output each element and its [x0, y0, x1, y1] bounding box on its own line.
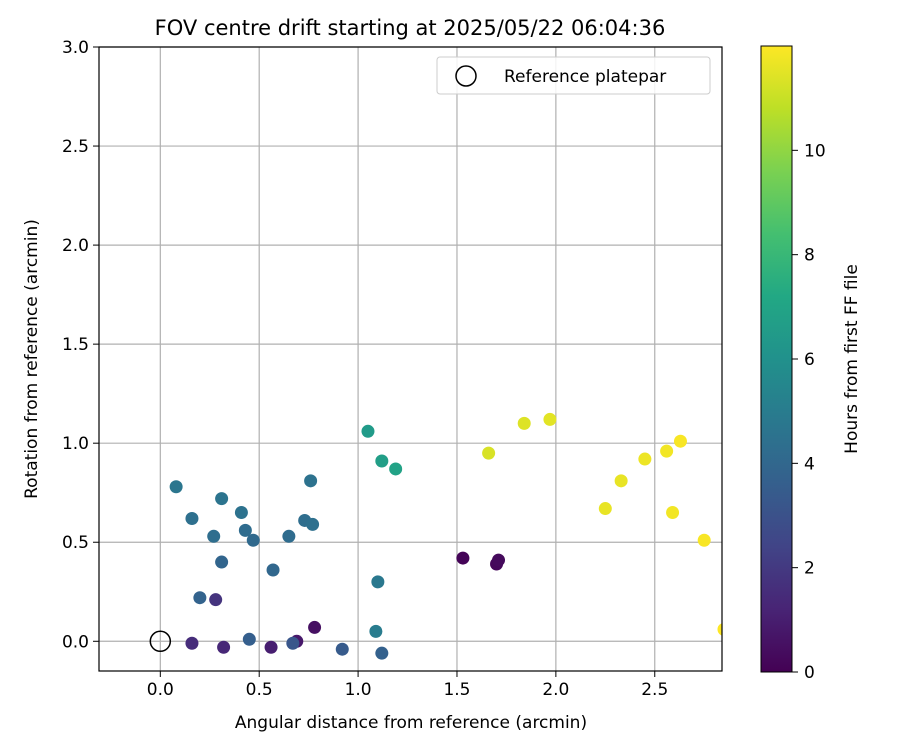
data-point — [215, 492, 229, 506]
data-point — [215, 555, 229, 569]
y-tick-label: 1.0 — [62, 434, 89, 454]
data-point — [371, 575, 385, 589]
axis-ticks: 0.0 0.5 1.0 1.5 2.0 2.5 0.0 0.5 1.0 1.5 2.0 2.5 3.0 — [62, 38, 668, 700]
colorbar-label: Hours from first FF file — [842, 264, 862, 454]
data-point — [375, 454, 389, 468]
grid-lines — [99, 46, 722, 671]
colorbar-tick-label: 0 — [804, 663, 815, 683]
legend-box — [436, 56, 711, 95]
legend-label: Reference platepar — [504, 67, 666, 87]
data-point — [335, 642, 349, 656]
data-point — [286, 636, 300, 650]
data-point — [369, 624, 383, 638]
colorbar-tick-label: 10 — [804, 141, 826, 161]
data-point — [304, 474, 318, 488]
legend-marker — [455, 65, 477, 87]
data-point — [375, 646, 389, 660]
data-point — [517, 416, 531, 430]
chart-title: FOV centre drift starting at 2025/05/22 … — [155, 16, 666, 40]
data-point — [246, 533, 260, 547]
y-tick-label: 0.5 — [62, 533, 89, 553]
y-tick-label: 0.0 — [62, 632, 89, 652]
y-tick-label: 2.5 — [62, 137, 89, 157]
data-point — [234, 506, 248, 520]
data-point — [242, 632, 256, 646]
colorbar-ticks: 0 2 4 6 8 10 — [792, 141, 826, 683]
data-point — [361, 424, 375, 438]
x-tick-label: 2.5 — [641, 680, 668, 700]
data-point — [638, 452, 652, 466]
data-point — [207, 529, 221, 543]
data-point — [660, 444, 674, 458]
y-tick-label: 2.0 — [62, 236, 89, 256]
reference-platepar-marker — [149, 630, 172, 653]
x-tick-label: 2.0 — [542, 680, 569, 700]
data-point — [193, 591, 207, 605]
data-point — [185, 511, 199, 525]
colorbar-tick-label: 8 — [804, 246, 815, 266]
x-axis-label: Angular distance from reference (arcmin) — [235, 713, 587, 733]
data-point — [217, 640, 231, 654]
data-points — [169, 412, 722, 660]
y-axis-label: Rotation from reference (arcmin) — [22, 219, 42, 499]
data-point — [169, 480, 183, 494]
y-tick-label: 1.5 — [62, 335, 89, 355]
x-tick-label: 1.5 — [443, 680, 470, 700]
data-point — [697, 533, 711, 547]
data-point — [598, 502, 612, 516]
data-point — [614, 474, 628, 488]
data-point — [238, 523, 252, 537]
data-point — [282, 529, 296, 543]
data-point — [456, 551, 470, 565]
data-point — [543, 412, 557, 426]
colorbar — [760, 45, 793, 673]
data-point — [264, 640, 278, 654]
data-point — [482, 446, 496, 460]
y-tick-label: 3.0 — [62, 38, 89, 58]
x-tick-label: 0.0 — [147, 680, 174, 700]
data-point — [666, 506, 680, 520]
data-point — [266, 563, 280, 577]
data-point — [389, 462, 403, 476]
legend: Reference platepar — [436, 56, 711, 95]
data-point — [306, 517, 320, 531]
x-tick-label: 0.5 — [246, 680, 273, 700]
x-tick-label: 1.0 — [345, 680, 372, 700]
data-point — [185, 636, 199, 650]
colorbar-tick-label: 6 — [804, 350, 815, 370]
colorbar-tick-label: 4 — [804, 454, 815, 474]
data-point — [308, 620, 322, 634]
data-point — [492, 553, 506, 567]
data-point — [209, 593, 223, 607]
plot-frame — [98, 46, 723, 672]
colorbar-tick-label: 2 — [804, 559, 815, 579]
data-point — [717, 623, 722, 636]
data-point — [673, 434, 687, 448]
